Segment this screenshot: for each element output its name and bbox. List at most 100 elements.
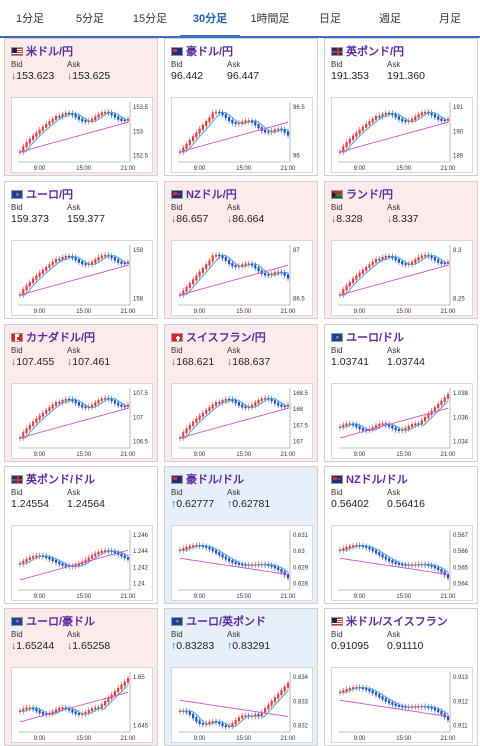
candle <box>410 261 414 265</box>
mini-chart[interactable]: 0.567 0.566 0.565 0.564 9:00 15:00 21:00 <box>331 525 473 601</box>
mini-chart[interactable]: 153.5 153 152.5 9:00 15:00 21:00 <box>11 97 153 173</box>
mini-chart[interactable]: 96.5 96 9:00 15:00 21:00 <box>171 97 313 173</box>
pair-title[interactable]: NZドル/ドル <box>331 471 471 487</box>
mini-chart[interactable]: 0.631 0.63 0.629 0.628 9:00 15:00 21:00 <box>171 525 313 601</box>
candle <box>211 548 214 552</box>
candle <box>401 429 404 431</box>
currency-card[interactable]: ユーロ/ドル Bid Ask 1.03741 1.03744 1.038 1.03… <box>324 324 478 462</box>
pair-title[interactable]: 米ドル/スイスフラン <box>331 613 471 629</box>
price-chart-svg: 191 190 189 9:00 15:00 21:00 <box>338 102 464 172</box>
pair-title[interactable]: カナダドル/円 <box>11 329 151 345</box>
pair-title[interactable]: ランド/円 <box>331 186 471 202</box>
candle <box>201 267 205 273</box>
currency-card[interactable]: 英ポンド/ドル Bid Ask 1.24554 1.24564 1.246 1.2… <box>4 466 158 604</box>
candle <box>81 261 84 265</box>
candle <box>401 118 404 122</box>
candle <box>401 261 404 265</box>
tab-4[interactable]: 1時間足 <box>250 13 290 25</box>
y-tick-label: 168.5 <box>293 391 309 397</box>
flag-icon <box>171 332 183 342</box>
long-ma-line <box>339 407 449 439</box>
mini-chart[interactable]: 191 190 189 9:00 15:00 21:00 <box>331 97 473 173</box>
currency-card[interactable]: 豪ドル/ドル Bid Ask ↑0.62777 ↑0.62781 0.631 0.… <box>164 466 318 604</box>
long-ma-line <box>19 691 129 723</box>
candle <box>103 550 107 552</box>
pair-name: 英ポンド/円 <box>346 46 405 58</box>
pair-title[interactable]: 英ポンド/ドル <box>11 471 151 487</box>
bid-number: 1.65244 <box>16 640 55 652</box>
mini-chart[interactable]: 1.246 1.244 1.242 1.24 9:00 15:00 21:00 <box>11 525 153 601</box>
mini-chart[interactable]: 8.3 8.25 9:00 15:00 21:00 <box>331 240 473 316</box>
currency-card[interactable]: 米ドル/円 Bid Ask ↓153.623 ↓153.625 153.5 153… <box>4 38 158 176</box>
candle <box>374 258 378 263</box>
pair-title[interactable]: ユーロ/円 <box>11 186 151 202</box>
currency-card[interactable]: ユーロ/英ポンド Bid Ask ↑0.83283 ↑0.83291 0.834… <box>164 608 318 746</box>
tab-0[interactable]: 1分足 <box>15 13 45 25</box>
candle <box>273 272 277 275</box>
price-chart-svg: 1.038 1.036 1.034 9:00 15:00 21:00 <box>338 388 469 458</box>
pair-title[interactable]: ユーロ/英ポンド <box>171 613 311 629</box>
currency-card[interactable]: ユーロ/豪ドル Bid Ask ↓1.65244 ↓1.65258 1.65 1.… <box>4 608 158 746</box>
bid-value: ↓86.657 <box>171 213 227 227</box>
candle <box>227 398 231 401</box>
candle <box>182 147 185 153</box>
tab-5[interactable]: 日足 <box>319 13 341 25</box>
tab-2[interactable]: 15分足 <box>132 13 168 25</box>
pair-title[interactable]: NZドル/円 <box>171 186 311 202</box>
pair-title[interactable]: 米ドル/円 <box>11 43 151 59</box>
mini-chart[interactable]: 1.038 1.036 1.034 9:00 15:00 21:00 <box>331 383 473 459</box>
tab-1[interactable]: 5分足 <box>75 13 105 25</box>
flag-icon <box>11 474 23 484</box>
currency-card[interactable]: NZドル/ドル Bid Ask 0.56402 0.56416 0.567 0.5… <box>324 466 478 604</box>
candle <box>401 705 404 708</box>
currency-card[interactable]: ユーロ/円 Bid Ask 159.373 159.377 159 158 9:00… <box>4 181 158 319</box>
currency-card[interactable]: ランド/円 Bid Ask ↓8.328 ↓8.337 8.3 8.25 9:00 1… <box>324 181 478 319</box>
tab-3[interactable]: 30分足 <box>180 0 240 38</box>
candle <box>237 122 241 125</box>
pair-title[interactable]: 豪ドル/ドル <box>171 471 311 487</box>
currency-card[interactable]: 豪ドル/円 Bid Ask 96.442 96.447 96.5 96 9:00 15… <box>164 38 318 176</box>
mini-chart[interactable]: 168.5 168 167.5 167 9:00 15:00 21:00 <box>171 383 313 459</box>
currency-card[interactable]: 米ドル/スイスフラン Bid Ask 0.91095 0.91110 0.913… <box>324 608 478 746</box>
candle <box>198 271 201 277</box>
pair-title[interactable]: ユーロ/ドル <box>331 329 471 345</box>
candle <box>365 266 368 271</box>
mini-chart[interactable]: 159 158 9:00 15:00 21:00 <box>11 240 153 316</box>
pair-title[interactable]: ユーロ/豪ドル <box>11 613 151 629</box>
candle <box>81 713 84 715</box>
candle <box>22 146 25 153</box>
price-chart-svg: 153.5 153 152.5 9:00 15:00 21:00 <box>18 102 149 172</box>
candle <box>241 404 244 408</box>
pair-title[interactable]: 英ポンド/円 <box>331 43 471 59</box>
bid-number: 1.03741 <box>331 356 369 368</box>
candle <box>254 714 257 717</box>
currency-card[interactable]: スイスフラン/円 Bid Ask ↓168.621 ↓168.637 168.5… <box>164 324 318 462</box>
y-tick-label: 86.5 <box>293 297 305 303</box>
mini-chart[interactable]: 87 86.5 9:00 15:00 21:00 <box>171 240 313 316</box>
candle <box>351 278 355 283</box>
mini-chart[interactable]: 0.834 0.833 0.832 9:00 15:00 21:00 <box>171 667 313 743</box>
pair-title[interactable]: 豪ドル/円 <box>171 43 311 59</box>
candle <box>231 398 234 402</box>
bid-ask-labels: Bid Ask <box>11 60 151 69</box>
currency-card[interactable]: カナダドル/円 Bid Ask ↓107.455 ↓107.461 107.5 1… <box>4 324 158 462</box>
candle <box>182 432 185 439</box>
candle <box>381 257 384 261</box>
candle <box>414 423 417 426</box>
candle <box>371 118 374 123</box>
candle <box>446 716 450 721</box>
candle <box>430 564 433 567</box>
candle <box>211 404 214 409</box>
bid-ask-labels: Bid Ask <box>171 346 311 355</box>
x-tick-label: 15:00 <box>396 309 412 315</box>
tab-7[interactable]: 月足 <box>439 13 461 25</box>
mini-chart[interactable]: 1.65 1.645 9:00 15:00 21:00 <box>11 667 153 743</box>
tab-6[interactable]: 週足 <box>379 13 401 25</box>
pair-title[interactable]: スイスフラン/円 <box>171 329 311 345</box>
mini-chart[interactable]: 107.5 107 106.5 9:00 15:00 21:00 <box>11 383 153 459</box>
currency-card[interactable]: 英ポンド/円 Bid Ask 191.353 191.360 191 190 189… <box>324 38 478 176</box>
currency-card[interactable]: NZドル/円 Bid Ask ↓86.657 ↓86.664 87 86.5 9:0… <box>164 181 318 319</box>
ask-label: Ask <box>387 203 401 212</box>
long-ma-line <box>179 264 289 296</box>
mini-chart[interactable]: 0.913 0.912 0.911 9:00 15:00 21:00 <box>331 667 473 743</box>
